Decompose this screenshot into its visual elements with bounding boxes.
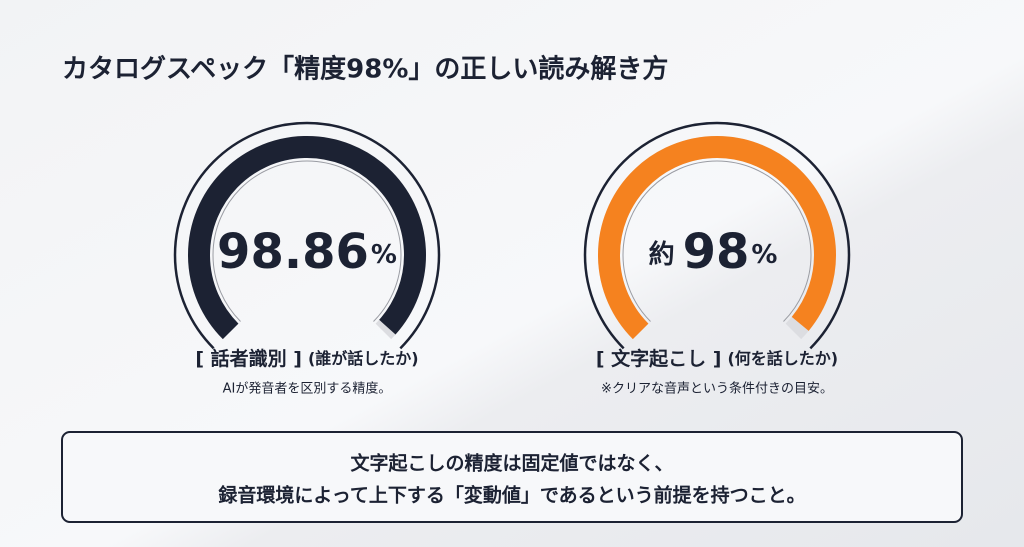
label-sub: (何を話したか) [727,349,838,368]
gauge-inner [622,160,812,322]
gauge-label: [ 文字起こし ] (何を話したか) [596,347,838,370]
value-prefix: 約 [649,239,675,270]
gauge-label: [ 話者識別 ] (誰が話したか) [195,347,418,370]
gauge-outline [173,121,441,350]
gauge-note: AIが発音者を区別する精度。 [223,381,392,397]
gauges: 98.86% [ 話者識別 ] (誰が話したか) AIが発音者を区別する精度。 約 98%… [173,121,851,397]
label-main: [ 話者識別 ] [195,347,302,370]
message-box [61,431,963,523]
gauge-value: 約 98% [649,224,778,280]
message-line: 録音環境によって上下する「変動値」であるという前提を持つこと。 [218,484,805,507]
message-line: 文字起こしの精度は固定値ではなく、 [350,452,673,475]
value-number: 98 [683,224,750,280]
gauge-value: 98.86% [217,224,397,280]
label-main: [ 文字起こし ] [596,347,722,370]
value-number: 98.86 [217,224,369,280]
gauge: 約 98% [ 文字起こし ] (何を話したか) ※クリアな音声という条件付きの目安。 [583,121,851,397]
label-sub: (誰が話したか) [308,349,419,368]
value-unit: % [371,240,397,270]
gauge: 98.86% [ 話者識別 ] (誰が話したか) AIが発音者を区別する精度。 [173,121,441,397]
gauge-inner [212,160,402,322]
gauge-fill [598,136,836,340]
gauge-fill [188,136,426,340]
gauge-outline [583,121,851,350]
title: カタログスペック「精度98%」の正しい読み解き方 [62,54,668,85]
value-unit: % [751,240,777,270]
gauge-note: ※クリアな音声という条件付きの目安。 [601,381,833,397]
